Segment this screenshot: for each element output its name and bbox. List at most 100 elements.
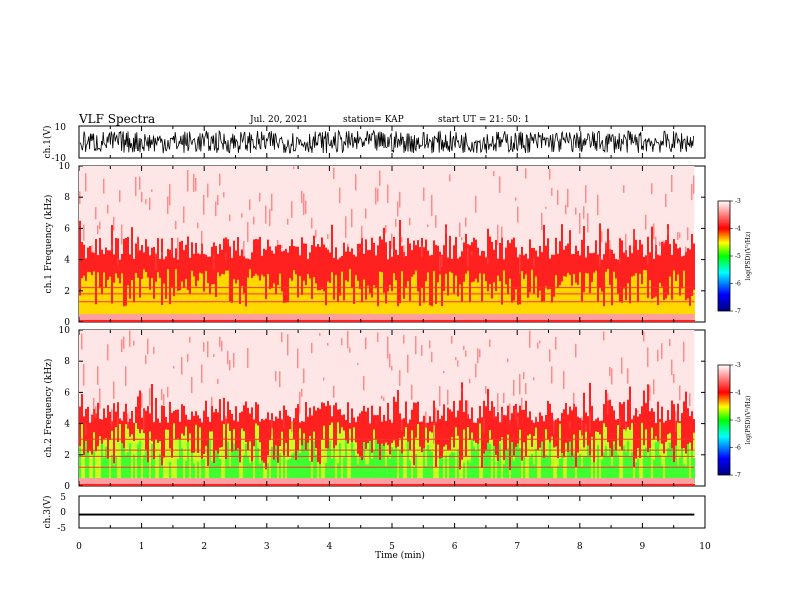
spectrogram-column [287,301,289,320]
spectrogram-column [685,465,687,483]
spectrogram-column [291,239,293,322]
ch2-colorbar [717,364,731,476]
spectrogram-column [225,270,227,320]
spectrogram-streak [551,188,553,196]
spectrogram-column [615,278,617,320]
spectrogram-column [551,436,553,484]
spectrogram-column [601,420,603,486]
spectrogram-column [611,465,613,483]
spectrogram-streak [233,352,235,368]
spectrogram-streak [661,343,663,360]
spectrogram-streak [537,342,539,349]
spectrogram-streak [93,397,95,417]
spectrogram-column [137,444,139,483]
spectrogram-column [175,439,177,484]
spectrogram-column [371,458,373,483]
ch1-spectrogram-yticks: 0 2 4 6 8 10 [59,162,71,328]
spectrogram-column [449,271,451,320]
spectrogram-column [281,431,283,484]
spectrogram-column [377,443,379,483]
spectrogram-streak [363,376,365,391]
spectrogram-column [243,256,245,322]
spectrogram-column [397,446,399,484]
spectrogram-column [505,449,507,483]
spectrogram-column [471,282,473,320]
spectrogram-column [381,272,383,320]
spectrogram-column [369,292,371,320]
spectrogram-streak [603,331,605,341]
spectrogram-streak [387,184,389,204]
spectrogram-streak [173,366,175,369]
spectrogram-column [117,441,119,484]
spectrogram-streak [139,176,141,190]
spectrogram-streak [391,365,393,371]
spectrogram-column [263,462,265,484]
spectrogram-streak [525,383,527,395]
spectrogram-column [477,443,479,483]
spectrogram-column [407,441,409,483]
spectrogram-column [609,399,611,486]
spectrogram-streak [339,187,341,204]
spectrogram-column [305,243,307,322]
spectrogram-column [607,268,609,320]
spectrogram-streak [499,176,501,193]
spectrogram-column [655,296,657,320]
spectrogram-column [339,257,341,322]
spectrogram-streak [457,360,459,367]
spectrogram-column [599,434,601,484]
spectrogram-column [425,427,427,484]
spectrogram-column [689,249,691,322]
spectrogram-column [359,243,361,322]
spectrogram-column [371,297,373,320]
spectrogram-column [265,469,267,484]
spectrogram-column [217,453,219,483]
spectrogram-column [289,458,291,483]
spectrogram-column [277,244,279,322]
spectrogram-streak [153,346,155,354]
spectrogram-column [281,291,283,320]
spectrogram-column [169,249,171,322]
spectrogram-column [665,456,667,483]
spectrogram-column [317,462,319,484]
spectrogram-column [397,306,399,320]
x-axis-label: Time (min) [375,550,425,561]
spectrogram-column [619,238,621,322]
spectrogram-streak [145,199,147,204]
spectrogram-column [191,270,193,320]
spectrogram-column [417,240,419,322]
spectrogram-column [387,259,389,322]
spectrogram-streak [507,358,509,363]
spectrogram-column [521,409,523,486]
spectrogram-column [205,445,207,484]
x-tick-label: 2 [201,542,207,552]
spectrogram-column [645,447,647,483]
spectrogram-column [679,457,681,483]
spectrogram-column [421,237,423,322]
spectrogram-column [421,452,423,484]
spectrogram-column [93,271,95,320]
spectrogram-column [181,240,183,322]
spectrogram-streak [645,214,647,230]
spectrogram-streak [451,335,453,344]
spectrogram-streak [135,176,137,197]
spectrogram-column [217,412,219,486]
spectrogram-streak [287,218,289,225]
spectrogram-column [607,456,609,483]
spectrogram-column [147,277,149,320]
spectrogram-streak [475,363,477,378]
spectrogram-column [89,272,91,320]
spectrogram-column [533,436,535,484]
spectrogram-column [633,415,635,486]
spectrogram-column [677,274,679,320]
spectrogram-column [687,248,689,322]
spectrogram-column [301,445,303,483]
spectrogram-column [195,286,197,320]
spectrogram-column [161,465,163,483]
spectrogram-column [221,447,223,484]
spectrogram-column [101,293,103,320]
spectrogram-column [495,454,497,484]
spectrogram-column [353,254,355,322]
spectrogram-column [125,424,127,484]
spectrogram-column [493,282,495,320]
spectrogram-column [647,455,649,483]
